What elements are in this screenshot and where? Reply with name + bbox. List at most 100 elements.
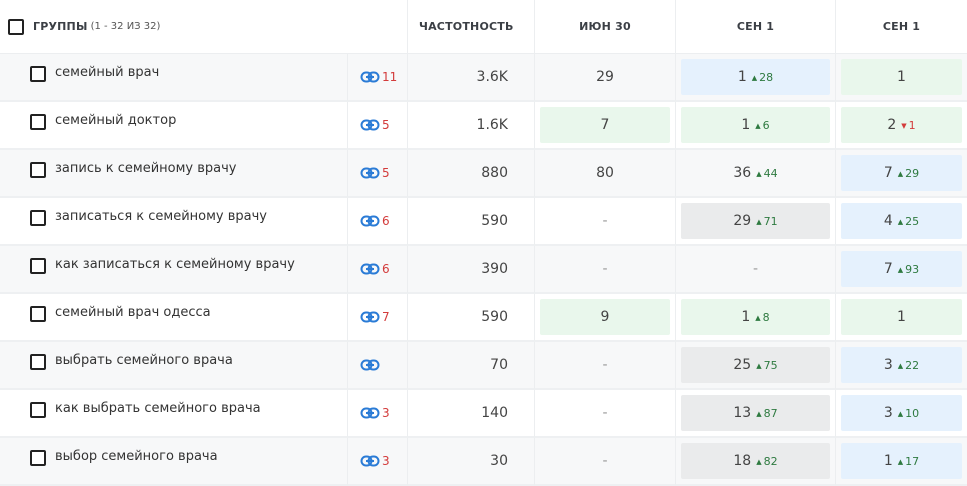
frequency-value: 30 [490,453,508,469]
header-sep1-a[interactable]: СЕН 1 [676,0,836,54]
frequency-value: 140 [481,405,508,421]
select-all-checkbox[interactable] [8,18,24,35]
links-cell[interactable] [348,342,408,390]
links-cell[interactable]: 5 [348,150,408,198]
keyword-text[interactable]: выбор семейного врача [55,448,218,464]
header-frequency[interactable]: ЧАСТОТНОСТЬ [408,0,535,54]
link-count[interactable]: 5 [382,166,390,180]
rank-highlight: 1 [841,59,962,95]
link-count[interactable]: 3 [382,406,390,420]
rank-highlight: 13 87 [681,395,830,431]
links-cell[interactable]: 3 [348,438,408,486]
sep1-b-cell[interactable]: 3 10 [836,390,967,438]
table-row: записаться к семейному врачу 6 590 - 29 7… [0,198,967,246]
rank-value: 1 [741,117,751,133]
sep1-b-cell[interactable]: 1 17 [836,438,967,486]
groups-count: (1 - 32 ИЗ 32) [90,21,161,32]
rank-value: 9 [600,309,610,325]
keyword-text[interactable]: выбрать семейного врача [55,352,233,368]
row-checkbox[interactable] [30,354,46,370]
sep1-b-cell[interactable]: 7 93 [836,246,967,294]
header-sep1-b[interactable]: СЕН 1 [836,0,967,54]
jun30-cell[interactable]: - [535,342,676,390]
rank-value: - [602,261,608,277]
link-icon[interactable] [360,118,380,132]
rank-delta-up: 25 [898,215,919,228]
sep1-a-cell[interactable]: 25 75 [676,342,836,390]
keyword-text[interactable]: как выбрать семейного врача [55,400,261,416]
sep1-b-cell[interactable]: 1 [836,54,967,102]
rank-delta-up: 82 [756,455,778,468]
link-icon[interactable] [360,166,380,180]
sep1-a-cell[interactable]: 16 [676,102,836,150]
jun30-cell[interactable]: 7 [535,102,676,150]
sep1-b-cell[interactable]: 7 29 [836,150,967,198]
keyword-text[interactable]: семейный врач [55,64,160,80]
sep1-b-cell[interactable]: 21 [836,102,967,150]
jun30-cell[interactable]: 9 [535,294,676,342]
sep1-a-cell[interactable]: 1882 [676,438,836,486]
keyword-rankings-table: ГРУППЫ (1 - 32 ИЗ 32) ЧАСТОТНОСТЬ ИЮН 30… [0,0,967,476]
keyword-text[interactable]: семейный доктор [55,112,177,128]
link-icon[interactable] [360,454,380,468]
table-row: как выбрать семейного врача 3 140 - 13 87… [0,390,967,438]
frequency-cell: 590 [408,294,535,342]
link-icon[interactable] [360,262,380,276]
header-jun30[interactable]: ИЮН 30 [535,0,676,54]
sep1-a-cell[interactable]: - [676,246,836,294]
link-count[interactable]: 5 [382,118,390,132]
row-checkbox[interactable] [30,66,46,82]
row-checkbox[interactable] [30,210,46,226]
rank-delta-up: 29 [898,167,919,180]
keyword-text[interactable]: записаться к семейному врачу [55,208,267,224]
keyword-text[interactable]: как записаться к семейному врачу [55,256,295,272]
links-cell[interactable]: 3 [348,390,408,438]
link-count[interactable]: 6 [382,214,390,228]
links-cell[interactable]: 11 [348,54,408,102]
link-count[interactable]: 7 [382,310,390,324]
link-icon[interactable] [360,358,380,372]
sep1-b-cell[interactable]: 1 [836,294,967,342]
jun30-cell[interactable]: 29 [535,54,676,102]
links-cell[interactable]: 5 [348,102,408,150]
rank-value: 1 [741,309,751,325]
link-icon[interactable] [360,214,380,228]
jun30-cell[interactable]: - [535,438,676,486]
sep1-a-cell[interactable]: 29 71 [676,198,836,246]
row-checkbox[interactable] [30,258,46,274]
rank-highlight: 7 29 [841,155,962,191]
link-icon[interactable] [360,70,380,84]
sep1-a-cell[interactable]: 36 44 [676,150,836,198]
jun30-cell[interactable]: 80 [535,150,676,198]
sep1-b-cell[interactable]: 3 22 [836,342,967,390]
rank-highlight: 9 [540,299,670,335]
sep1-a-cell[interactable]: 18 [676,294,836,342]
sep1-b-cell[interactable]: 4 25 [836,198,967,246]
jun30-cell[interactable]: - [535,390,676,438]
rank-value: - [602,405,608,421]
link-count[interactable]: 11 [382,70,398,84]
row-checkbox[interactable] [30,450,46,466]
rank-value: 13 [733,405,752,421]
link-icon[interactable] [360,310,380,324]
jun30-cell[interactable]: - [535,198,676,246]
row-checkbox[interactable] [30,162,46,178]
rank-value: 1 [737,69,747,85]
jun30-cell[interactable]: - [535,246,676,294]
rank-value: 3 [883,357,893,373]
row-checkbox[interactable] [30,306,46,322]
sep1-a-cell[interactable]: 13 87 [676,390,836,438]
links-cell[interactable]: 7 [348,294,408,342]
link-count[interactable]: 6 [382,262,390,276]
keyword-text[interactable]: запись к семейному врачу [55,160,237,176]
row-checkbox[interactable] [30,402,46,418]
links-cell[interactable]: 6 [348,246,408,294]
sep1-a-cell[interactable]: 1 28 [676,54,836,102]
keyword-text[interactable]: семейный врач одесса [55,304,211,320]
row-checkbox[interactable] [30,114,46,130]
links-cell[interactable]: 6 [348,198,408,246]
rank-value: - [602,213,608,229]
link-count[interactable]: 3 [382,454,390,468]
link-icon[interactable] [360,406,380,420]
frequency-cell: 390 [408,246,535,294]
